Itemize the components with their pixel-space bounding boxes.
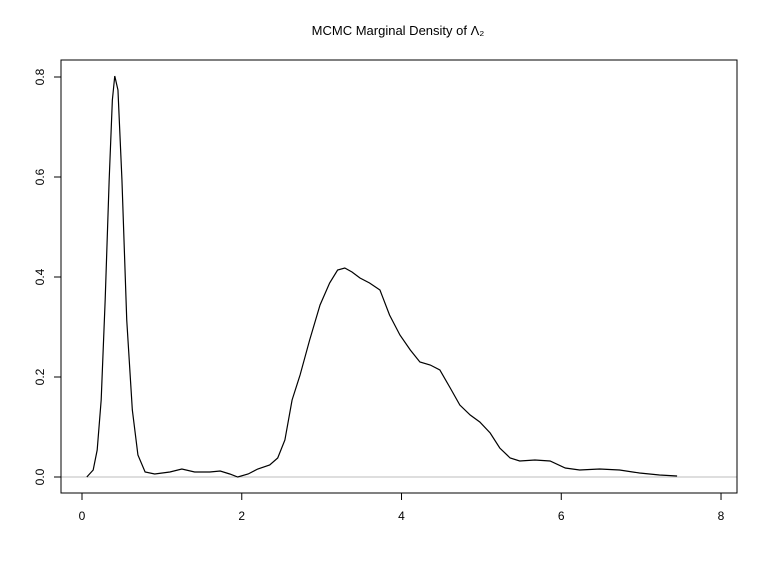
chart-title: MCMC Marginal Density of Λ₂ — [312, 23, 485, 38]
y-tick-label: 0.6 — [33, 168, 47, 185]
y-tick-label: 0.2 — [33, 368, 47, 385]
plot-frame — [60, 59, 738, 494]
density-line — [86, 75, 678, 478]
x-tick-label: 6 — [558, 509, 565, 523]
y-tick-label: 0.4 — [33, 268, 47, 285]
x-tick-label: 8 — [718, 509, 725, 523]
x-tick-label: 4 — [398, 509, 405, 523]
y-tick-label: 0.8 — [33, 68, 47, 85]
y-tick-label: 0.0 — [33, 468, 47, 485]
x-tick-label: 2 — [238, 509, 245, 523]
x-tick-label: 0 — [79, 509, 86, 523]
